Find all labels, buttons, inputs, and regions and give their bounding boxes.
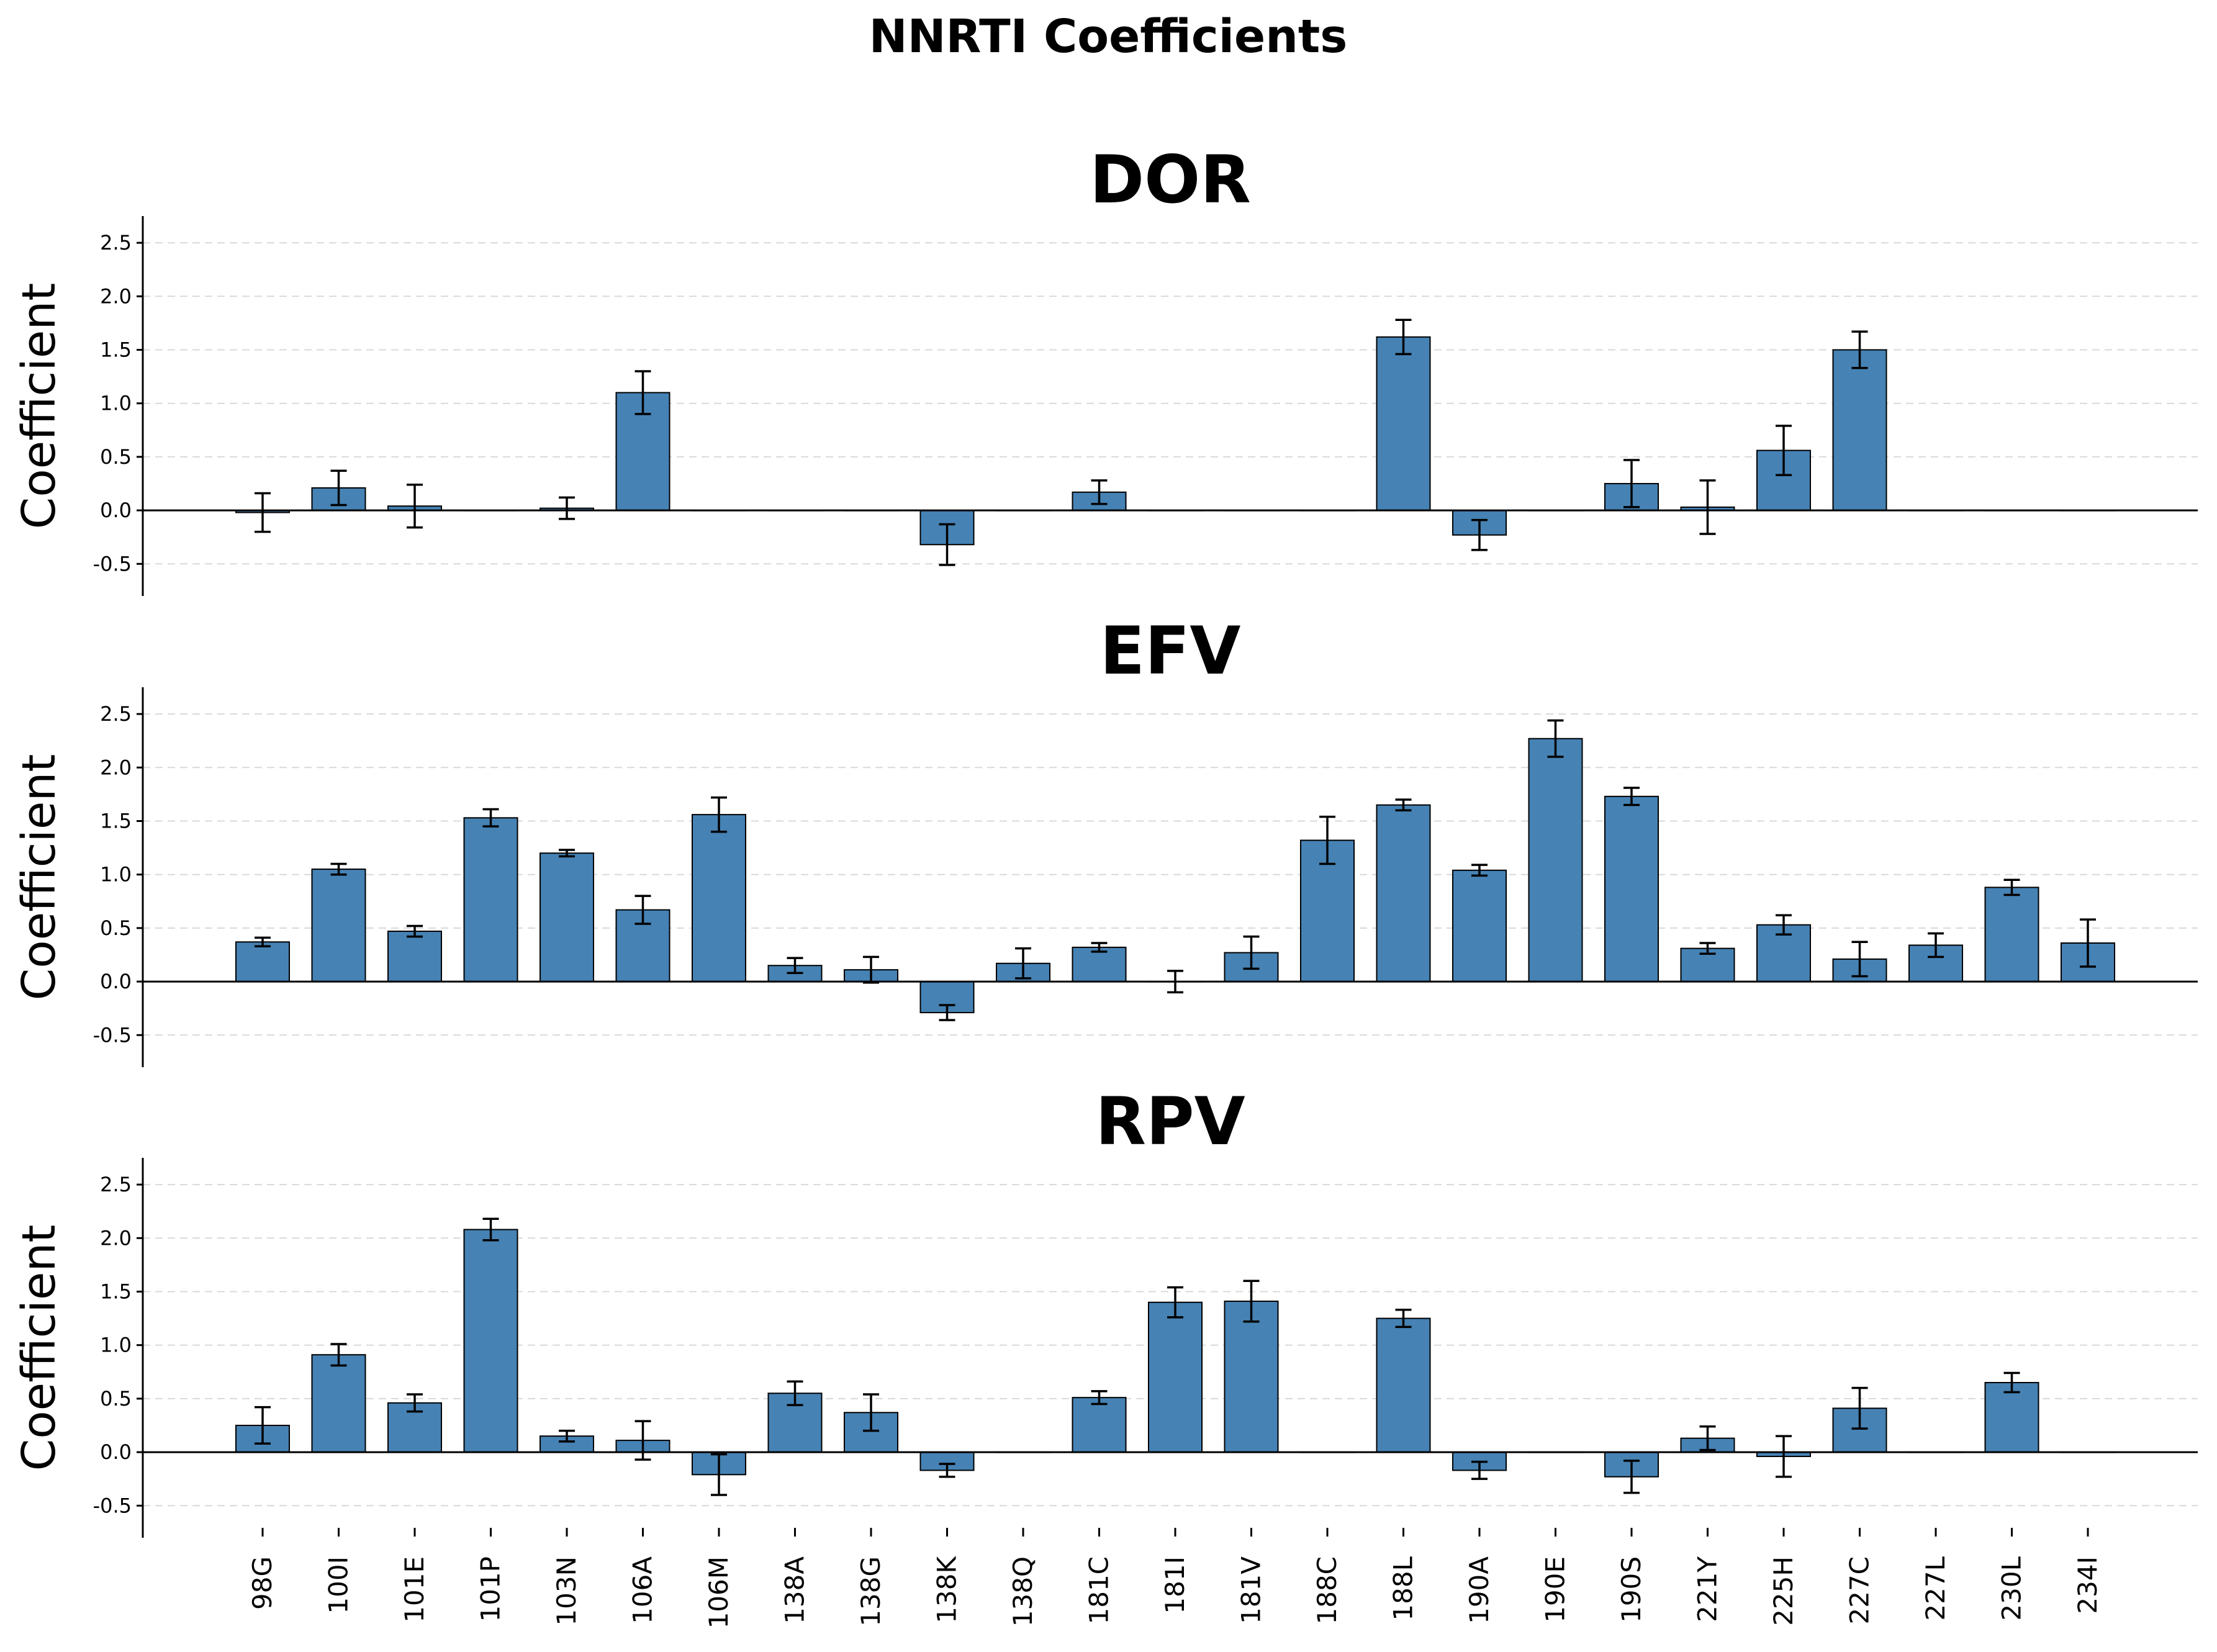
x-tick-label: 234I [2072, 1556, 2103, 1614]
x-tick-label: 100I [323, 1556, 354, 1614]
y-tick-label: 2.0 [100, 1226, 132, 1250]
panel-0: -0.5 0.0 0.5 1.0 1.5 2.0 2.5 DOR Coefficient [12, 142, 2198, 596]
x-tick-label: 227C [1844, 1556, 1875, 1625]
x-tick-label: 138G [856, 1556, 886, 1627]
bar-101E [387, 931, 442, 983]
y-axis-label: Coefficient [12, 1225, 66, 1471]
x-tick-label: 190A [1464, 1556, 1494, 1624]
x-tick-label: 230L [1997, 1556, 2027, 1620]
bar-101P [463, 1229, 518, 1453]
y-tick-label: 0.5 [100, 916, 132, 940]
y-tick-label: 1.0 [100, 392, 132, 415]
y-tick-label: 1.0 [100, 863, 132, 887]
x-tick-label: 188L [1388, 1556, 1419, 1620]
bar-188L [1376, 336, 1431, 512]
bar-188L [1376, 1317, 1431, 1453]
y-tick-label: -0.5 [93, 1494, 132, 1517]
bar-190A [1452, 869, 1507, 983]
bar-106M [692, 814, 746, 983]
bar-190E [1528, 738, 1583, 983]
panel-title: DOR [1090, 142, 1251, 218]
bar-181C [1072, 1397, 1127, 1453]
bar-103N [540, 852, 594, 983]
y-axis-label: Coefficient [12, 283, 66, 530]
x-tick-label: 106A [628, 1556, 658, 1624]
bar-100I [311, 1354, 366, 1453]
y-tick-label: 1.5 [100, 809, 132, 833]
x-tick-label: 101P [476, 1556, 506, 1622]
bar-100I [311, 869, 366, 983]
x-tick-label: 190E [1540, 1556, 1571, 1623]
y-tick-label: 0.0 [100, 1440, 132, 1464]
x-tick-label: 221Y [1692, 1556, 1723, 1622]
bar-101P [463, 817, 518, 983]
bar-227C [1832, 349, 1887, 512]
x-tick-label: 181I [1160, 1556, 1190, 1614]
y-tick-label: 0.5 [100, 445, 132, 469]
y-tick-label: 0.5 [100, 1387, 132, 1411]
bar-98G [235, 941, 290, 983]
panels: -0.50.00.51.01.52.02.5DORCoefficient-0.5… [12, 142, 2198, 1628]
bar-181V [1224, 1301, 1279, 1453]
y-tick-label: 1.0 [100, 1334, 132, 1357]
y-tick-label: -0.5 [93, 1023, 132, 1047]
bar-181C [1072, 946, 1127, 983]
bar-230L [1984, 887, 2039, 983]
y-tick-label: 0.0 [100, 499, 132, 522]
x-tick-label: 190S [1616, 1556, 1646, 1623]
panel-1: -0.5 0.0 0.5 1.0 1.5 2.0 2.5 EFV Coefficient [12, 613, 2198, 1067]
x-tick-label: 101E [399, 1556, 430, 1623]
x-tick-label: 103N [551, 1556, 582, 1626]
y-axis-label: Coefficient [12, 754, 66, 1001]
bar-230L [1984, 1382, 2039, 1453]
x-tick-label: 181V [1236, 1556, 1267, 1624]
x-tick-label: 138A [780, 1556, 810, 1624]
bar-190S [1604, 795, 1659, 983]
x-tick-label: 106M [703, 1556, 734, 1628]
y-tick-label: 2.0 [100, 284, 132, 308]
bar-181I [1148, 1301, 1203, 1453]
x-tick-label: 98G [247, 1556, 278, 1610]
y-tick-label: 2.5 [100, 231, 132, 255]
panel-2: -0.5 0.0 0.5 1.0 1.5 2.0 2.5 RPV Coefficient [12, 1083, 2198, 1538]
x-tick-label: 138Q [1008, 1556, 1038, 1627]
x-tick-label: 227L [1920, 1556, 1951, 1620]
panel-title: EFV [1100, 613, 1241, 689]
y-tick-label: 2.0 [100, 756, 132, 779]
x-tick-label: 188C [1312, 1556, 1342, 1625]
y-tick-label: 0.0 [100, 970, 132, 993]
x-tick-label: 138K [932, 1556, 962, 1623]
panel-title: RPV [1095, 1083, 1245, 1160]
y-tick-label: 1.5 [100, 1280, 132, 1303]
y-tick-label: 2.5 [100, 702, 132, 726]
y-tick-label: -0.5 [93, 552, 132, 575]
figure-title: NNRTI Coefficients [869, 10, 1348, 63]
y-tick-label: 1.5 [100, 338, 132, 361]
x-tick-label: 181C [1084, 1556, 1114, 1625]
bar-188L [1376, 804, 1431, 983]
x-tick-label: 225H [1768, 1556, 1799, 1626]
y-tick-label: 2.5 [100, 1173, 132, 1196]
